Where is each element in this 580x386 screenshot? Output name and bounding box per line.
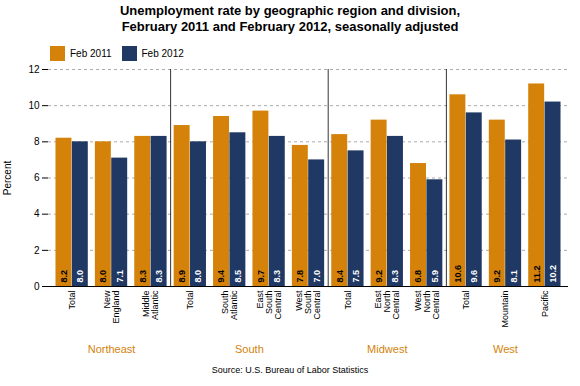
svg-text:7.8: 7.8 bbox=[295, 270, 305, 283]
svg-text:8.9: 8.9 bbox=[177, 270, 187, 283]
svg-text:8.0: 8.0 bbox=[193, 270, 203, 283]
svg-text:EastSouthCentral: EastSouthCentral bbox=[255, 290, 283, 320]
svg-text:Total: Total bbox=[343, 291, 353, 310]
svg-text:NewEngland: NewEngland bbox=[102, 290, 121, 324]
svg-text:8.3: 8.3 bbox=[138, 270, 148, 283]
svg-text:Pacific: Pacific bbox=[540, 290, 550, 317]
svg-text:Northeast: Northeast bbox=[88, 343, 136, 355]
svg-text:10.2: 10.2 bbox=[548, 265, 558, 283]
svg-text:Total: Total bbox=[185, 291, 195, 310]
svg-text:10: 10 bbox=[28, 100, 40, 111]
svg-text:WestNorthCentral: WestNorthCentral bbox=[413, 290, 441, 320]
svg-text:6: 6 bbox=[34, 172, 40, 183]
svg-text:9.2: 9.2 bbox=[492, 270, 502, 283]
svg-text:5.9: 5.9 bbox=[430, 270, 440, 283]
svg-text:West: West bbox=[493, 343, 518, 355]
svg-text:8.0: 8.0 bbox=[98, 270, 108, 283]
svg-text:9.4: 9.4 bbox=[216, 270, 226, 283]
svg-text:8.5: 8.5 bbox=[233, 270, 243, 283]
svg-text:Percent: Percent bbox=[2, 161, 13, 196]
svg-text:South: South bbox=[235, 343, 264, 355]
svg-text:SouthAtlantic: SouthAtlantic bbox=[220, 290, 239, 320]
svg-text:Mountain: Mountain bbox=[500, 291, 510, 328]
svg-text:8.3: 8.3 bbox=[154, 270, 164, 283]
svg-text:7.1: 7.1 bbox=[115, 270, 125, 283]
html-text:Feb 2011: Feb 2011 bbox=[70, 48, 112, 59]
svg-text:8.1: 8.1 bbox=[509, 270, 519, 283]
svg-text:Total: Total bbox=[461, 291, 471, 310]
svg-text:8.3: 8.3 bbox=[390, 270, 400, 283]
svg-text:9.2: 9.2 bbox=[374, 270, 384, 283]
svg-text:8.4: 8.4 bbox=[335, 270, 345, 283]
svg-text:7.0: 7.0 bbox=[312, 270, 322, 283]
svg-text:11.2: 11.2 bbox=[532, 265, 542, 282]
html-text:Source: U.S. Bureau of Labor S: Source: U.S. Bureau of Labor Statistics bbox=[211, 365, 369, 375]
svg-text:12: 12 bbox=[28, 64, 40, 75]
svg-text:7.5: 7.5 bbox=[351, 270, 361, 283]
svg-text:MiddleAtlantic: MiddleAtlantic bbox=[141, 290, 160, 320]
html-text:Unemployment rate by geographi: Unemployment rate by geographic region a… bbox=[119, 3, 461, 34]
svg-text:8: 8 bbox=[34, 136, 40, 147]
svg-text:Midwest: Midwest bbox=[367, 343, 407, 355]
html-text:Feb 2012: Feb 2012 bbox=[141, 48, 184, 59]
svg-text:9.7: 9.7 bbox=[256, 270, 266, 283]
svg-text:9.6: 9.6 bbox=[469, 270, 479, 283]
svg-text:Total: Total bbox=[67, 291, 77, 310]
svg-text:6.8: 6.8 bbox=[413, 270, 423, 283]
svg-text:WestSouthCentral: WestSouthCentral bbox=[294, 290, 322, 320]
svg-text:2: 2 bbox=[34, 245, 40, 256]
svg-text:8.3: 8.3 bbox=[272, 270, 282, 283]
svg-text:8.0: 8.0 bbox=[75, 270, 85, 283]
svg-text:4: 4 bbox=[34, 208, 40, 219]
svg-text:0: 0 bbox=[34, 281, 40, 292]
svg-text:EastNorthCentral: EastNorthCentral bbox=[373, 290, 401, 320]
svg-text:10.6: 10.6 bbox=[453, 265, 463, 283]
svg-text:8.2: 8.2 bbox=[59, 270, 69, 283]
